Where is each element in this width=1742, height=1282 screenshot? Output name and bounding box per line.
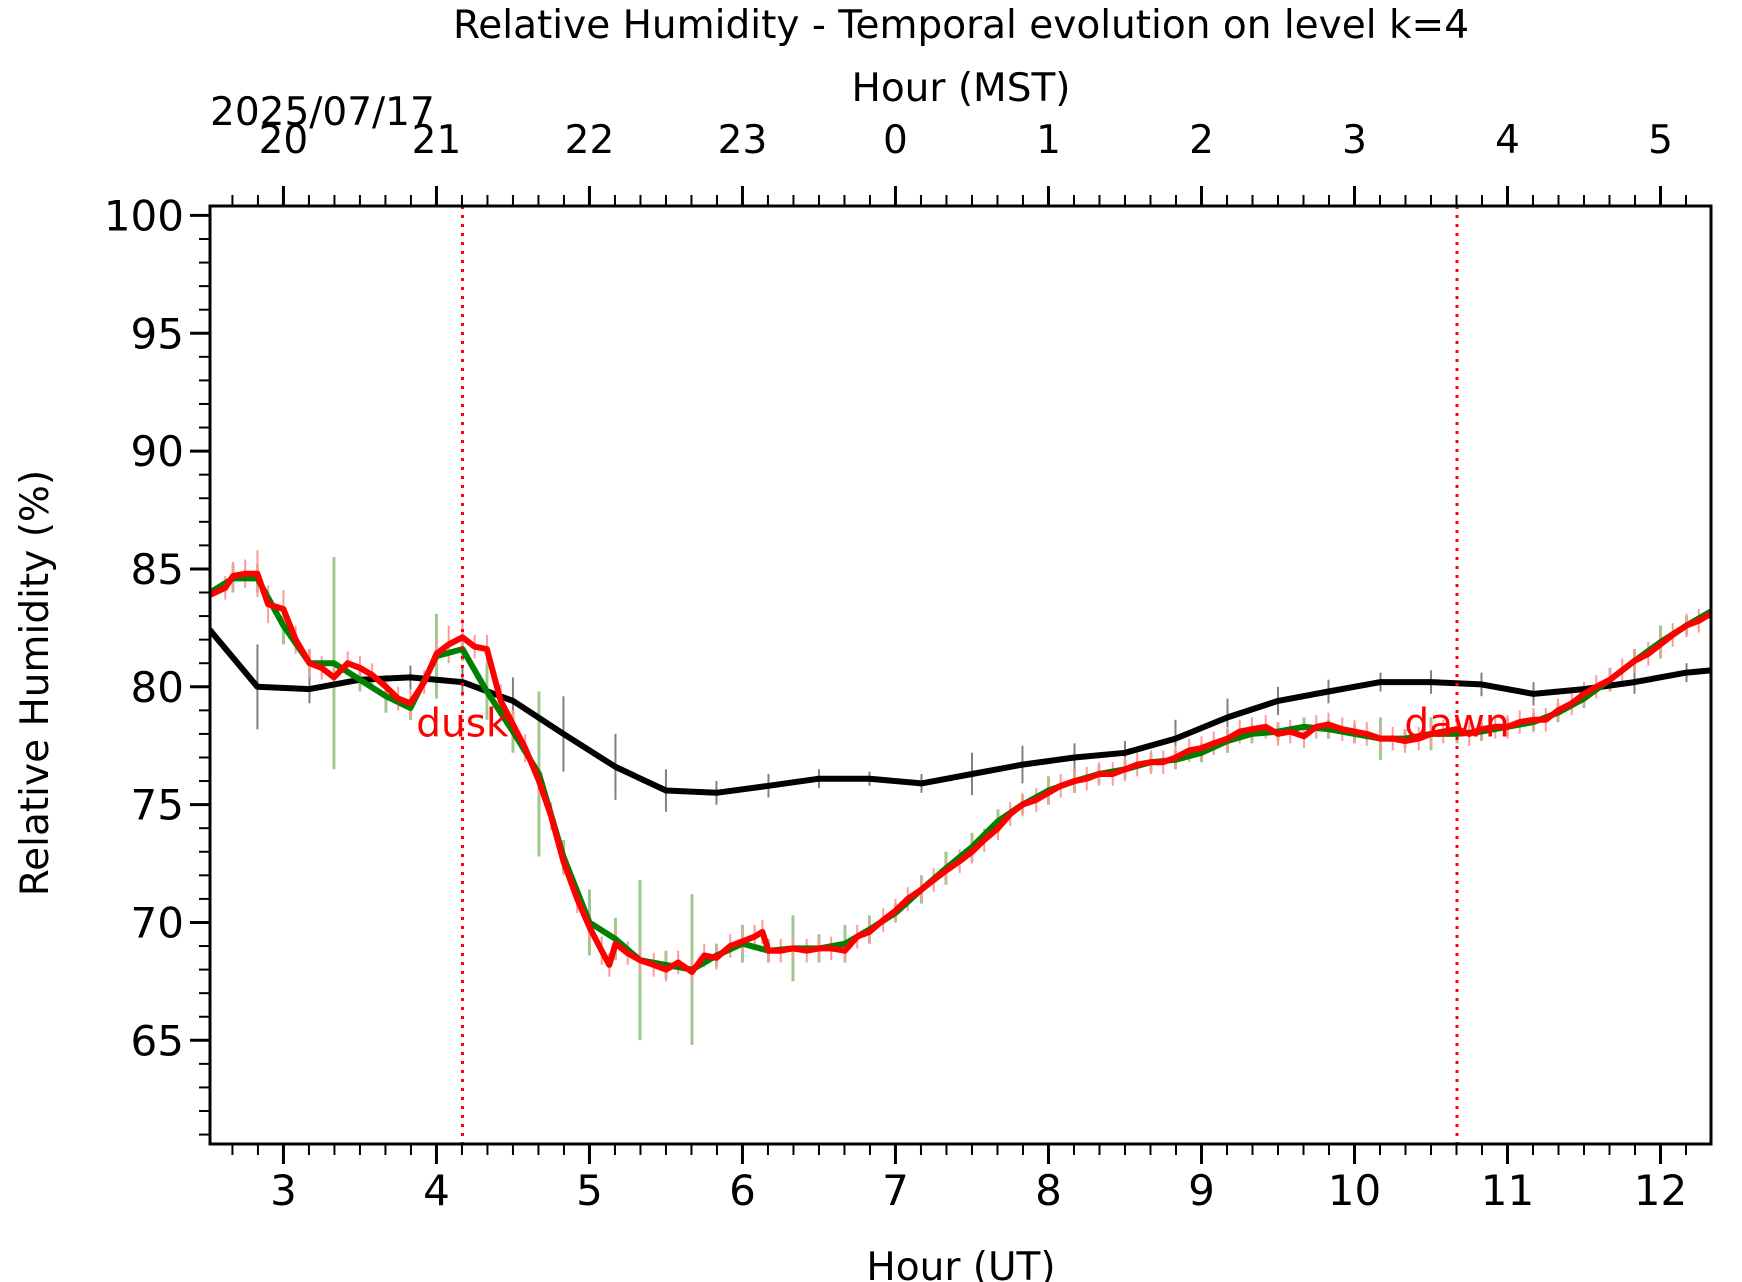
x-tick-label: 8 (1035, 1166, 1062, 1215)
event-markers: dusk dawn (416, 206, 1510, 1144)
y-tick-label: 80 (131, 663, 184, 712)
x-tick-label: 12 (1634, 1166, 1687, 1215)
series-line (210, 627, 1711, 796)
top-tick-label: 21 (412, 118, 462, 163)
dusk-label: dusk (416, 701, 509, 746)
top-tick-label: 4 (1495, 118, 1520, 163)
top-tick-label: 5 (1648, 118, 1673, 163)
x-tick-label: 3 (270, 1166, 297, 1215)
y-tick-label: 95 (131, 309, 184, 358)
top-tick-label: 20 (259, 118, 309, 163)
top-tick-label: 2 (1189, 118, 1214, 163)
plot-frame (208, 204, 1713, 1146)
top-tick-label: 3 (1342, 118, 1367, 163)
y-tick-label: 70 (131, 898, 184, 947)
top-tick-label: 23 (718, 118, 768, 163)
x-axis-title: Hour (UT) (866, 1245, 1055, 1282)
x-tick-label: 11 (1481, 1166, 1534, 1215)
y-tick-label: 85 (131, 545, 184, 594)
dawn-label: dawn (1404, 701, 1509, 746)
date-label: 2025/07/17 (210, 90, 435, 135)
x-tick-label: 5 (576, 1166, 603, 1215)
x-tick-label: 9 (1188, 1166, 1215, 1215)
error-bars (224, 550, 1700, 1046)
x-tick-label: 10 (1328, 1166, 1381, 1215)
top-tick-label: 22 (565, 118, 615, 163)
top-tick-label: 1 (1036, 118, 1061, 163)
y-tick-label: 100 (104, 191, 184, 240)
y-tick-label: 65 (131, 1016, 184, 1065)
y-tick-label: 75 (131, 781, 184, 830)
x-tick-label: 4 (423, 1166, 450, 1215)
x-tick-label: 7 (882, 1166, 909, 1215)
chart-title: Relative Humidity - Temporal evolution o… (453, 3, 1469, 48)
top-axis-title: Hour (MST) (852, 66, 1071, 111)
y-axis-title: Relative Humidity (%) (13, 470, 58, 896)
x-tick-label: 6 (729, 1166, 756, 1215)
top-tick-label: 0 (883, 118, 908, 163)
y-tick-label: 90 (131, 427, 184, 476)
